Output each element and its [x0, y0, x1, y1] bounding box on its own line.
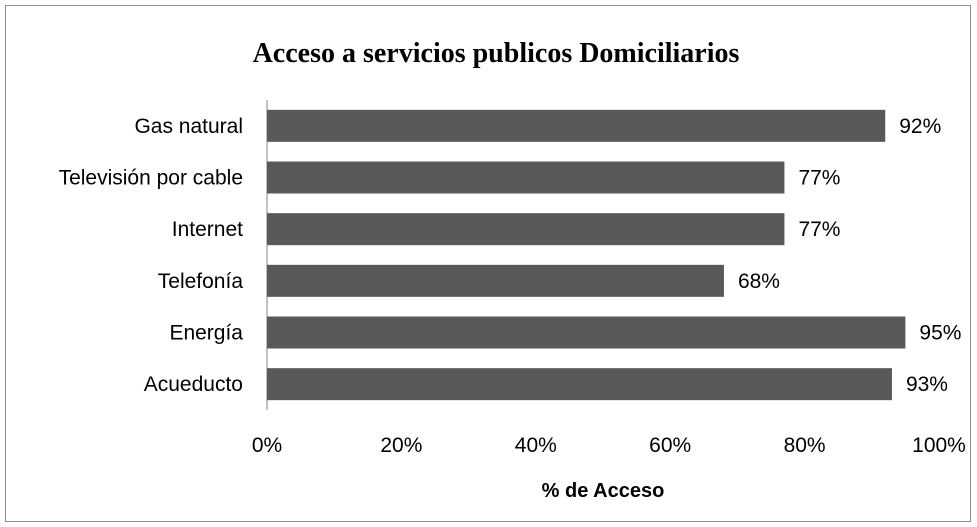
category-label: Acueducto — [144, 373, 243, 396]
x-tick-label: 80% — [784, 434, 826, 457]
x-tick-label: 40% — [515, 434, 557, 457]
category-label: Internet — [172, 218, 243, 241]
x-axis-title: % de Acceso — [542, 480, 665, 502]
bar-1 — [267, 161, 785, 194]
data-label: 77% — [798, 218, 840, 241]
data-label: 92% — [899, 115, 941, 138]
x-tick-label: 20% — [380, 434, 422, 457]
bar-3 — [267, 264, 724, 297]
chart-frame — [5, 5, 971, 522]
x-tick-label: 100% — [912, 434, 966, 457]
data-label: 93% — [906, 373, 948, 396]
category-label: Televisión por cable — [59, 167, 243, 190]
bar-4 — [267, 316, 906, 349]
x-tick-label: 60% — [649, 434, 691, 457]
data-label: 77% — [798, 167, 840, 190]
category-label: Telefonía — [158, 270, 244, 293]
chart-title: Acceso a servicios publicos Domiciliario… — [253, 38, 740, 69]
bar-2 — [267, 213, 785, 246]
x-tick-label: 0% — [252, 434, 282, 457]
data-label: 68% — [738, 270, 780, 293]
data-label: 95% — [919, 322, 961, 345]
bar-5 — [267, 368, 892, 401]
category-label: Energía — [169, 322, 243, 345]
category-label: Gas natural — [134, 115, 243, 138]
bar-0 — [267, 109, 886, 142]
